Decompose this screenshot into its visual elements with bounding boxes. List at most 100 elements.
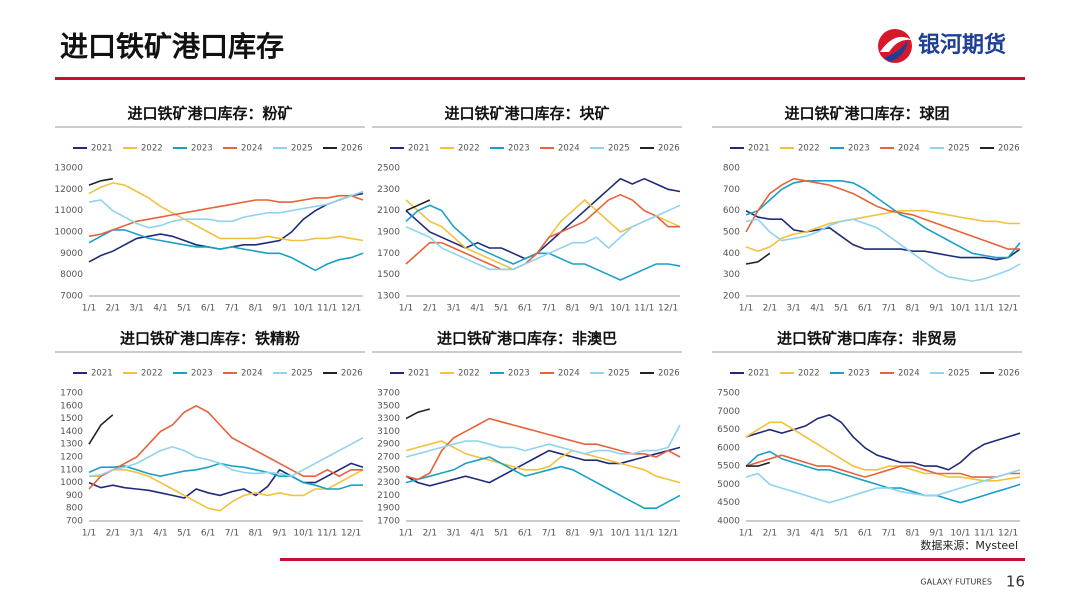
legend-label: 2024	[898, 144, 920, 154]
y-tick-label: 2100	[377, 491, 400, 501]
series-line	[88, 462, 363, 490]
series-line	[405, 446, 681, 487]
source: 数据来源：Mysteel	[920, 538, 1018, 552]
y-tick-label: 7500	[717, 389, 740, 399]
series-line	[405, 204, 681, 281]
series-line	[405, 198, 681, 271]
chart-title: 进口铁矿港口库存：粉矿	[127, 105, 292, 123]
series-line	[745, 177, 1020, 250]
page-number: 16	[1006, 573, 1025, 591]
x-tick-label: 10/1	[610, 529, 630, 539]
x-tick-label: 1/1	[399, 304, 413, 314]
y-tick-label: 2500	[377, 465, 400, 475]
x-tick-label: 11/1	[974, 529, 994, 539]
legend-label: 2022	[141, 144, 163, 154]
x-tick-label: 2/1	[763, 304, 777, 314]
x-tick-label: 5/1	[494, 304, 508, 314]
series-line	[405, 204, 681, 271]
y-tick-label: 1500	[377, 270, 400, 280]
legend-label: 2024	[241, 369, 263, 379]
y-tick-label: 12000	[54, 185, 83, 195]
x-tick-label: 3/1	[786, 304, 800, 314]
x-tick-label: 1/1	[739, 304, 753, 314]
x-tick-label: 7/1	[882, 304, 896, 314]
series-line	[88, 194, 364, 238]
x-tick-label: 10/1	[293, 529, 313, 539]
x-tick-label: 8/1	[249, 529, 263, 539]
x-tick-label: 2/1	[106, 304, 120, 314]
y-tick-label: 800	[723, 164, 740, 174]
x-tick-label: 9/1	[929, 304, 943, 314]
y-tick-label: 1700	[377, 517, 400, 527]
y-tick-label: 8000	[60, 270, 83, 280]
series-line	[746, 461, 771, 467]
x-tick-label: 9/1	[589, 304, 603, 314]
series-line	[745, 252, 771, 265]
series-line	[405, 193, 680, 271]
legend-label: 2024	[898, 369, 920, 379]
y-tick-label: 800	[66, 504, 83, 514]
y-tick-label: 1300	[377, 292, 400, 302]
y-tick-label: 3700	[377, 389, 400, 399]
x-tick-label: 10/1	[293, 304, 313, 314]
x-tick-label: 7/1	[225, 529, 239, 539]
y-tick-label: 1000	[60, 478, 83, 488]
x-tick-label: 11/1	[974, 304, 994, 314]
y-tick-label: 1700	[377, 249, 400, 259]
x-tick-label: 12/1	[341, 529, 361, 539]
legend-label: 2021	[408, 369, 430, 379]
legend-label: 2025	[948, 144, 970, 154]
series-line	[745, 421, 1021, 482]
legend-label: 2026	[998, 369, 1020, 379]
x-tick-label: 6/1	[201, 304, 215, 314]
x-tick-label: 3/1	[446, 304, 460, 314]
legend-label: 2021	[91, 144, 113, 154]
x-tick-label: 8/1	[566, 304, 580, 314]
y-tick-label: 1900	[377, 504, 400, 514]
x-tick-label: 5/1	[834, 529, 848, 539]
series-line	[745, 180, 1021, 259]
x-tick-label: 3/1	[786, 529, 800, 539]
y-tick-label: 700	[66, 517, 83, 527]
y-tick-label: 1600	[60, 401, 83, 411]
x-tick-label: 1/1	[82, 529, 96, 539]
x-tick-label: 5/1	[834, 304, 848, 314]
y-tick-label: 10000	[54, 228, 83, 238]
legend-label: 2025	[291, 144, 313, 154]
y-tick-label: 3300	[377, 414, 400, 424]
x-tick-label: 3/1	[129, 304, 143, 314]
y-tick-label: 1100	[60, 465, 83, 475]
series-line	[88, 192, 364, 263]
y-tick-label: 1700	[60, 389, 83, 399]
x-tick-label: 2/1	[423, 529, 437, 539]
series-line	[405, 199, 431, 212]
y-tick-label: 1400	[60, 427, 83, 437]
x-tick-label: 10/1	[610, 304, 630, 314]
legend-label: 2023	[508, 144, 530, 154]
x-tick-label: 9/1	[589, 529, 603, 539]
y-tick-label: 3500	[377, 401, 400, 411]
chart-title: 进口铁矿港口库存：非贸易	[777, 330, 957, 348]
x-tick-label: 9/1	[272, 529, 286, 539]
legend-label: 2021	[408, 144, 430, 154]
x-tick-label: 2/1	[763, 529, 777, 539]
series-line	[405, 417, 681, 481]
legend-label: 2022	[798, 144, 820, 154]
x-tick-label: 7/1	[542, 529, 556, 539]
legend-label: 2026	[658, 144, 680, 154]
series-line	[745, 209, 1020, 253]
x-tick-label: 9/1	[929, 529, 943, 539]
y-tick-label: 6000	[717, 443, 740, 453]
legend-label: 2022	[141, 369, 163, 379]
legend-label: 2025	[608, 369, 630, 379]
y-tick-label: 700	[723, 185, 740, 195]
series-line	[405, 177, 681, 260]
legend-label: 2025	[948, 369, 970, 379]
x-tick-label: 6/1	[518, 529, 532, 539]
x-tick-label: 8/1	[566, 529, 580, 539]
x-tick-label: 11/1	[317, 304, 337, 314]
y-tick-label: 3100	[377, 427, 400, 437]
y-tick-label: 300	[723, 270, 740, 280]
y-tick-label: 2300	[377, 185, 400, 195]
y-tick-label: 2700	[377, 453, 400, 463]
